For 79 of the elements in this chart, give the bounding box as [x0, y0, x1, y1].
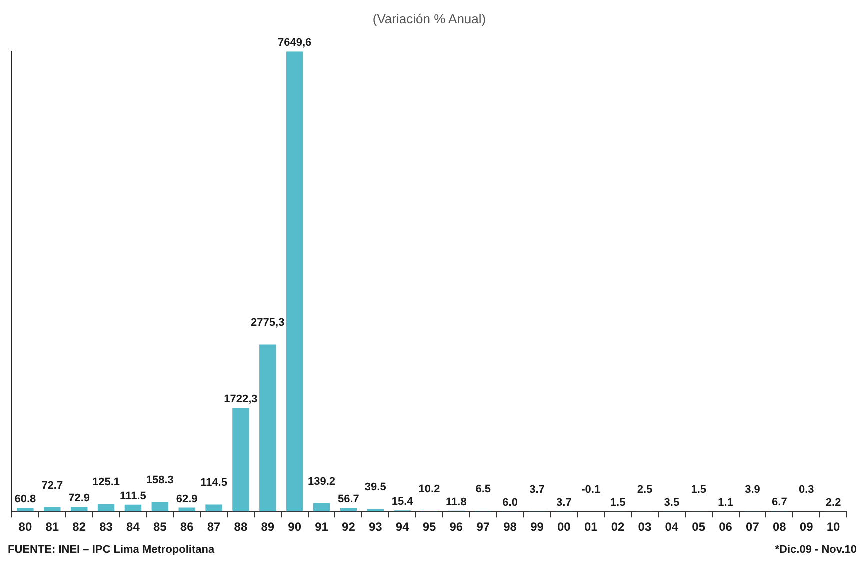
bar [44, 507, 61, 512]
x-tick-label: 86 [180, 520, 194, 534]
data-label: 158.3 [146, 474, 174, 487]
x-tick-label: 10 [826, 520, 841, 534]
data-label: 114.5 [200, 477, 228, 490]
data-label: 60.8 [14, 493, 36, 506]
bar [340, 508, 358, 512]
x-tick-label: 08 [772, 520, 787, 534]
bar [260, 344, 276, 512]
bar [17, 508, 34, 512]
x-tick-label: 85 [153, 520, 168, 534]
data-label: 1.5 [610, 497, 626, 510]
data-label: 2.2 [826, 496, 842, 509]
data-label: 111.5 [120, 490, 146, 502]
x-tick-label: 98 [504, 520, 518, 534]
data-label: 1722,3 [224, 394, 258, 406]
x-tick-label: 88 [234, 520, 248, 534]
x-tick-label: 06 [719, 520, 733, 534]
x-tick-label: 09 [800, 520, 814, 534]
x-tick-label: 87 [207, 520, 222, 534]
data-label: 3.7 [556, 496, 572, 509]
x-tick-label: 83 [100, 520, 114, 534]
data-label: 6.7 [772, 496, 788, 509]
data-label: 125.1 [92, 476, 120, 489]
data-label: 62.9 [176, 493, 198, 506]
data-label: 2.5 [637, 484, 653, 496]
x-tick-label: 84 [126, 520, 140, 534]
x-tick-label: 07 [746, 520, 760, 534]
x-tick-label: 05 [692, 520, 706, 534]
x-tick-label: 91 [315, 520, 329, 534]
x-tick-label: 99 [530, 520, 544, 534]
data-label: 15.4 [392, 496, 414, 508]
x-tick-label: 81 [46, 520, 60, 534]
data-label: 72.7 [42, 480, 64, 492]
x-tick-label: 93 [368, 520, 383, 534]
x-tick-label: 82 [72, 520, 86, 534]
x-tick-label: 80 [18, 520, 32, 534]
x-tick-label: 04 [665, 520, 679, 534]
x-tick-label: 97 [476, 520, 490, 534]
chart-title: (Variación % Anual) [372, 11, 486, 26]
x-tick-label: 03 [638, 520, 652, 534]
x-tick-label: 95 [422, 520, 436, 534]
data-label: 7649,6 [278, 37, 312, 50]
x-tick-label: 02 [611, 520, 626, 534]
data-label: 3.9 [745, 484, 760, 496]
data-label: 1.5 [691, 484, 707, 496]
data-label: 2775,3 [251, 317, 285, 330]
x-tick-label: 90 [288, 520, 302, 534]
bar [152, 502, 168, 512]
data-label: 10.2 [418, 484, 440, 496]
bar [313, 503, 330, 512]
x-tick-label: 94 [396, 520, 410, 534]
bar [178, 508, 196, 512]
data-label: 11.8 [446, 496, 467, 508]
data-label: 3.7 [530, 484, 545, 496]
x-tick-label: 92 [342, 520, 356, 534]
bar [367, 509, 384, 512]
bar [286, 52, 304, 512]
data-label: 39.5 [364, 482, 386, 494]
data-label: 72.9 [68, 492, 90, 505]
data-label: 6.0 [502, 496, 518, 509]
x-tick-label: 96 [450, 520, 464, 534]
bar [232, 408, 250, 512]
bar [70, 507, 88, 512]
bar [98, 504, 115, 512]
data-label: 139.2 [308, 476, 336, 488]
bar [124, 504, 142, 512]
data-label: 0.3 [798, 484, 814, 496]
source-note: FUENTE: INEI – IPC Lima Metropolitana [8, 544, 215, 556]
bar [206, 504, 222, 512]
data-label: -0.1 [582, 484, 601, 496]
x-tick-label: 89 [261, 520, 275, 534]
data-label: 3.5 [664, 496, 680, 509]
x-tick-label: 00 [558, 520, 572, 534]
data-label: 1.1 [718, 497, 734, 510]
data-label: 56.7 [338, 494, 360, 506]
x-tick-label: 01 [584, 520, 598, 534]
data-label: 6.5 [476, 484, 492, 496]
text: *Dic.09 - Nov.10 [775, 544, 857, 556]
